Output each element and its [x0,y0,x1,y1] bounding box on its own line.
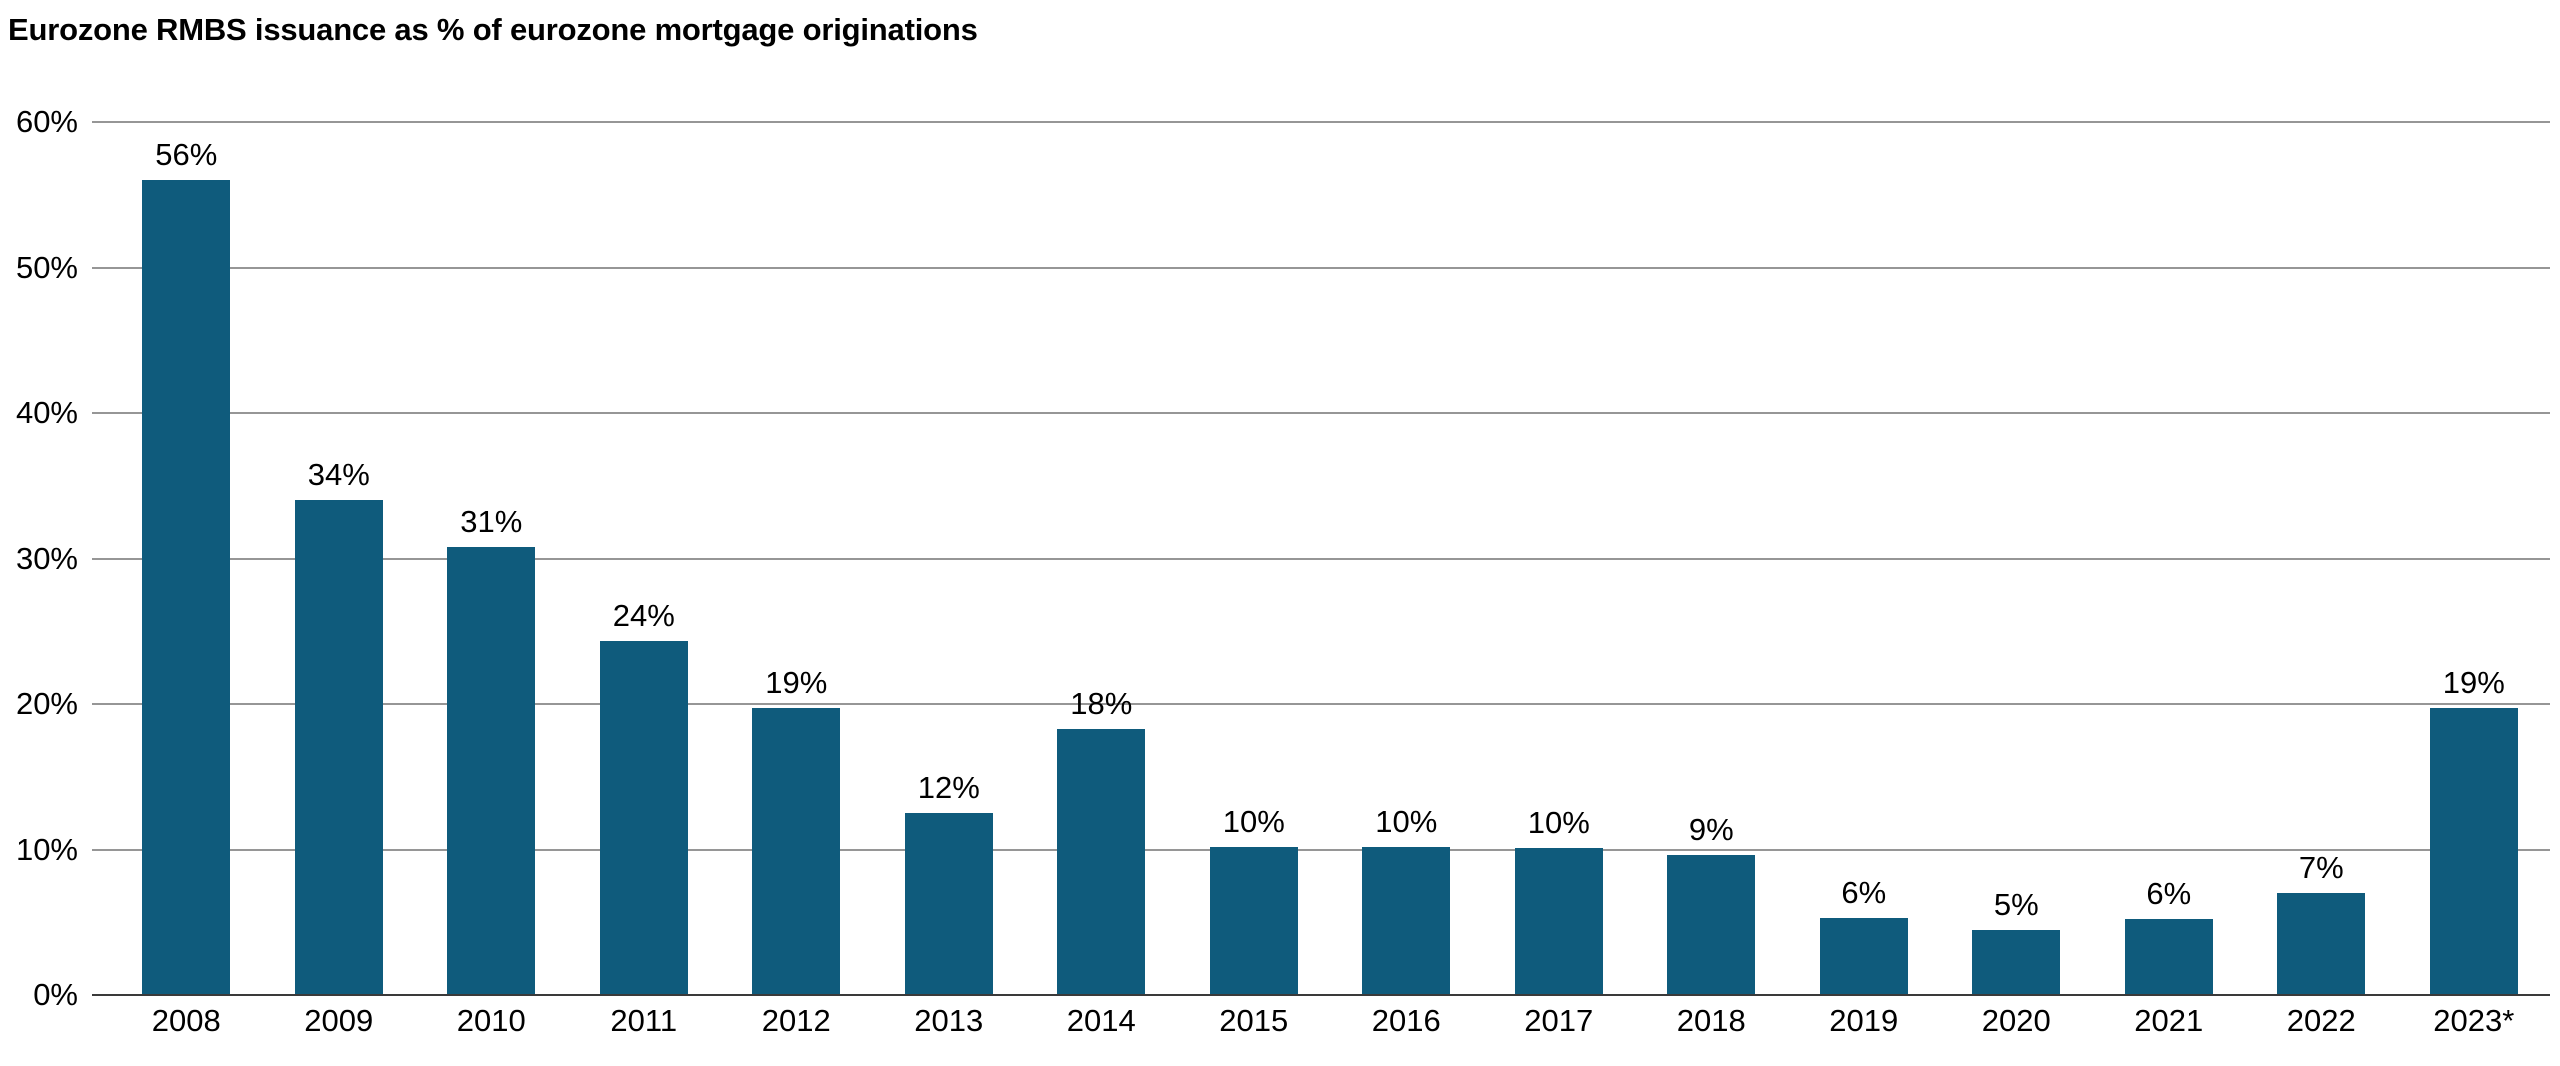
x-tick-label: 2018 [1676,1003,1746,1038]
y-axis: 0% 10% 20% 30% 40% 50% 60% [0,104,82,1012]
gridline [92,703,2550,706]
bar-value-label: 10% [1527,805,1590,841]
x-tick-label: 2015 [1219,1003,1289,1038]
bar-value-label: 56% [155,137,218,173]
bar-value-label: 5% [1993,886,2039,922]
bar-slot: 24% [568,122,721,995]
gridline [92,412,2550,415]
bar-slot: 12% [873,122,1026,995]
bar-slot: 10% [1483,122,1636,995]
bar [142,180,231,995]
bar [1209,846,1298,995]
bars-row: 56% 34% 31% 24% 19% 12% 18% 10% 10% 10% 9% 6% 5% 6% 7%… [110,122,2550,995]
bar-value-label: 7% [2298,850,2344,886]
bar-slot: 10% [1178,122,1331,995]
x-tick-label: 2022 [2286,1003,2356,1038]
x-tick-label: 2008 [151,1003,221,1038]
bar [1972,929,2061,995]
y-tick-label: 20% [15,686,78,722]
bar-slot: 9% [1635,122,1788,995]
bar [2124,919,2213,995]
bar-value-label: 6% [1841,874,1887,910]
bar [1667,855,1756,995]
x-tick-label: 2014 [1066,1003,1136,1038]
gridline [92,557,2550,560]
bar-value-label: 24% [612,598,675,634]
bar [294,500,383,995]
bar-value-label: 31% [460,503,523,539]
bar [1057,728,1146,995]
bar-value-label: 19% [2442,665,2505,701]
x-tick-label: 2019 [1829,1003,1899,1038]
bar-value-label: 19% [765,665,828,701]
y-tick-label: 50% [15,249,78,285]
bar-value-label: 18% [1070,685,1133,721]
x-tick-label: 2011 [610,1003,678,1038]
bar-slot: 18% [1025,122,1178,995]
bar [1514,848,1603,995]
bar-value-label: 12% [917,770,980,806]
x-tick-label: 2012 [761,1003,831,1038]
x-axis-line [92,994,2550,996]
plot-area: 56% 34% 31% 24% 19% 12% 18% 10% 10% 10% 9% 6% 5% 6% 7%… [92,121,2550,996]
y-tick-label: 60% [15,104,78,139]
bar-value-label: 34% [307,457,370,493]
bar [2429,708,2518,995]
gridline [92,848,2550,851]
bar [904,813,993,995]
x-tick-label: 2016 [1371,1003,1441,1038]
x-tick-label: 2013 [914,1003,984,1038]
bar-slot: 56% [110,122,263,995]
x-axis: 2008 2009 2010 2011 2012 2013 2014 2015 2016 2017… [110,1003,2550,1039]
y-tick-label: 0% [33,977,78,1012]
bar [599,641,688,995]
x-tick-label: 2023* [2433,1003,2515,1038]
bar [1362,846,1451,995]
bar [752,708,841,995]
bar-value-label: 10% [1375,803,1438,839]
chart-title: Eurozone RMBS issuance as % of eurozone … [8,12,978,47]
bar-slot: 6% [2093,122,2246,995]
y-tick-label: 10% [15,831,78,867]
x-tick-label: 2017 [1524,1003,1594,1038]
bar-slot: 19% [720,122,873,995]
gridline [92,121,2550,123]
bar-value-label: 6% [2146,876,2192,912]
bar-slot: 10% [1330,122,1483,995]
y-tick-label: 30% [15,540,78,576]
x-tick-label: 2020 [1981,1003,2051,1038]
y-tick-label: 40% [15,395,78,431]
x-tick-label: 2009 [304,1003,374,1038]
bar [1819,917,1908,995]
bar-value-label: 10% [1222,803,1285,839]
bar [447,546,536,995]
bar-slot: 31% [415,122,568,995]
x-tick-label: 2010 [456,1003,526,1038]
bar-slot: 7% [2245,122,2398,995]
bar-slot: 19% [2398,122,2551,995]
gridline [92,266,2550,269]
x-tick-label: 2021 [2134,1003,2204,1038]
bar-value-label: 9% [1688,812,1734,848]
bar-slot: 6% [1788,122,1941,995]
bar-slot: 5% [1940,122,2093,995]
bar [2277,893,2366,995]
bar-slot: 34% [263,122,416,995]
